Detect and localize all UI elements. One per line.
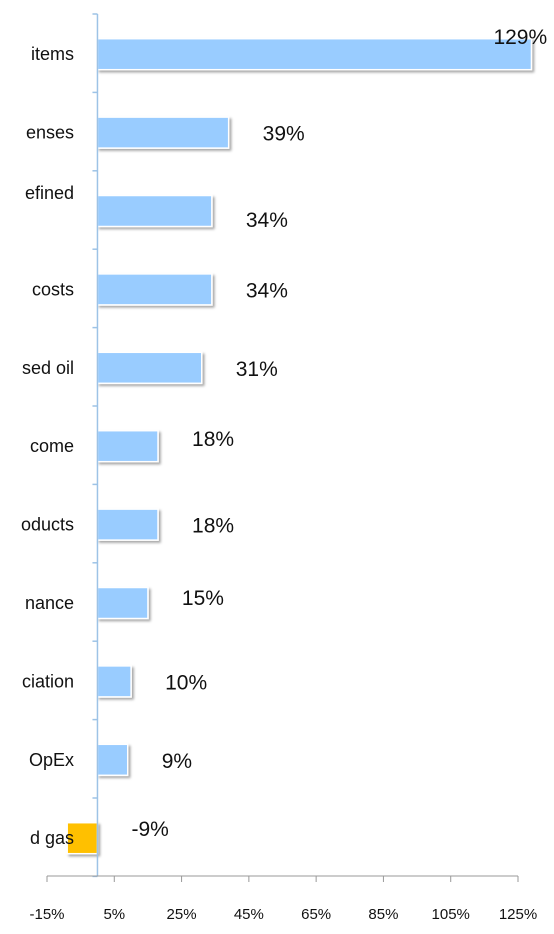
value-label-10: -9% — [131, 818, 168, 841]
value-label-9: 9% — [162, 750, 192, 773]
bar-7 — [96, 586, 149, 620]
bar-2 — [96, 194, 213, 228]
value-label-6: 18% — [192, 515, 234, 538]
value-label-8: 10% — [165, 671, 207, 694]
x-tick-label-3: 45% — [234, 906, 264, 923]
category-labels: items enses efined costs sed oil come oducts na… — [21, 44, 74, 848]
bar-6 — [96, 508, 159, 541]
category-label-3: costs — [32, 279, 74, 299]
category-label-7: nance — [25, 593, 74, 613]
x-tick-label-5: 85% — [368, 906, 398, 923]
x-tick-label-6: 105% — [432, 906, 470, 923]
category-label-6: oducts — [21, 515, 74, 535]
axes-group — [47, 13, 518, 878]
bar-9 — [96, 743, 129, 777]
value-label-1: 39% — [263, 123, 305, 146]
bar-10 — [66, 821, 99, 855]
value-labels: 129% 39% 34% 34% 31% 18% 18% 15% 10% 9% -9% — [131, 26, 547, 841]
value-label-5: 18% — [192, 428, 234, 451]
x-tick-label-4: 65% — [301, 906, 331, 923]
category-label-9: OpEx — [29, 750, 74, 770]
x-tick-label-0: -15% — [29, 906, 64, 923]
value-label-7: 15% — [182, 587, 224, 610]
category-label-1: enses — [26, 123, 74, 143]
category-label-10: d gas — [30, 828, 74, 848]
x-tick-label-1: 5% — [103, 906, 125, 923]
x-tick-label-7: 125% — [499, 906, 537, 923]
bar-8 — [96, 665, 132, 698]
category-label-8: ciation — [22, 671, 74, 691]
value-label-2: 34% — [246, 209, 288, 232]
category-label-4: sed oil — [22, 358, 74, 378]
value-label-0: 129% — [493, 26, 547, 49]
bar-3 — [96, 273, 213, 306]
x-axis-ticks: -15% 5% 25% 45% 65% 85% 105% 125% — [29, 876, 537, 923]
bar-5 — [96, 429, 159, 463]
bar-1 — [96, 116, 230, 149]
category-label-2: efined — [25, 183, 74, 203]
bar-4 — [96, 351, 203, 385]
category-label-5: come — [30, 436, 74, 456]
bar-0 — [96, 37, 533, 71]
value-label-3: 34% — [246, 279, 288, 302]
category-label-0: items — [31, 44, 74, 64]
x-tick-label-2: 25% — [167, 906, 197, 923]
value-label-4: 31% — [236, 358, 278, 381]
bars-group — [66, 37, 533, 855]
